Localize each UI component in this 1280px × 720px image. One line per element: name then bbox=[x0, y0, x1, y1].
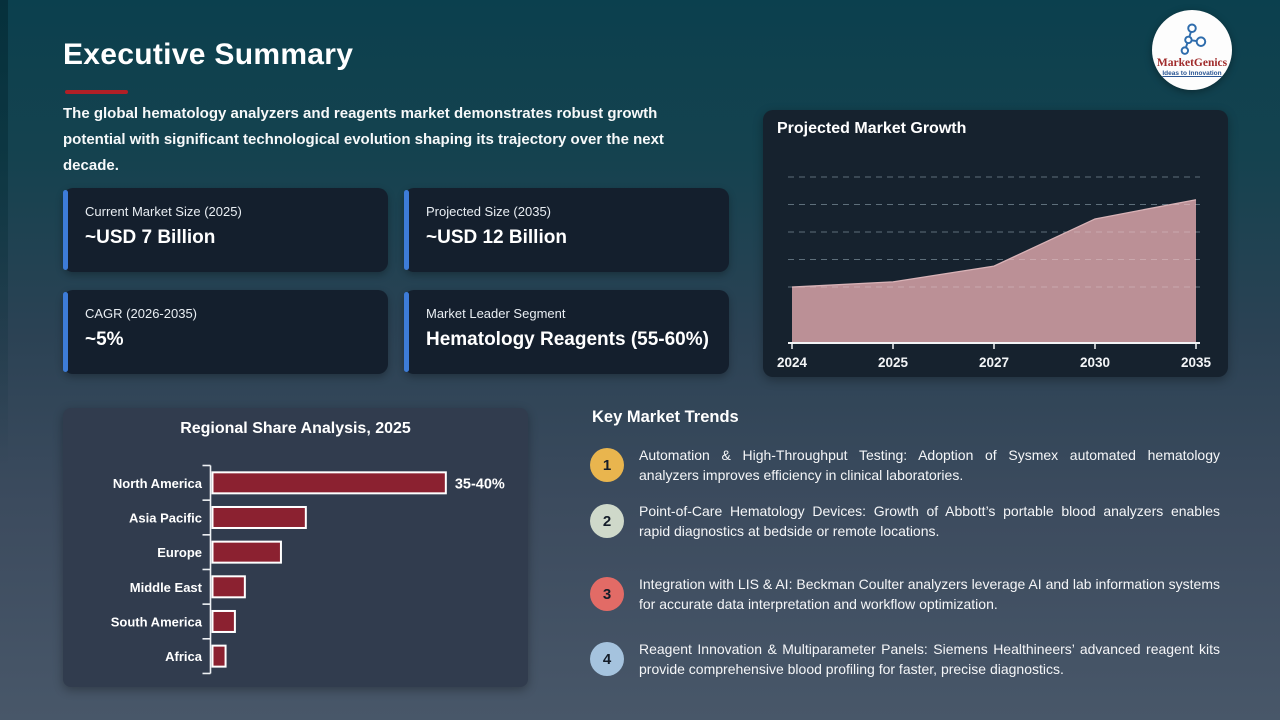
x-tick-label: 2025 bbox=[878, 355, 909, 370]
molecule-icon bbox=[1180, 23, 1207, 55]
stat-card-label: CAGR (2026-2035) bbox=[85, 306, 197, 321]
trends-section: Key Market Trends 1 Automation & High-Thr… bbox=[590, 408, 1222, 679]
logo-tagline: Ideas to Innovation bbox=[1162, 70, 1222, 77]
stats-grid: Current Market Size (2025) ~USD 7 Billion… bbox=[63, 188, 729, 374]
trend-number-badge: 4 bbox=[590, 642, 624, 676]
stat-card: Market Leader Segment Hematology Reagents… bbox=[404, 290, 729, 374]
bar-value-label: 35-40% bbox=[455, 476, 505, 492]
growth-chart-card: Projected Market Growth 2024 2025 2027 2030… bbox=[763, 110, 1228, 377]
page-title: Executive Summary bbox=[63, 38, 354, 71]
growth-chart-title: Projected Market Growth bbox=[777, 120, 967, 137]
logo: MarketGenics Ideas to Innovation bbox=[1152, 10, 1232, 90]
x-tick-label: 2027 bbox=[979, 355, 1009, 370]
stat-card-value: ~USD 12 Billion bbox=[426, 227, 567, 248]
stat-card-label: Market Leader Segment bbox=[426, 306, 566, 321]
left-edge-accent bbox=[0, 0, 8, 720]
bar-category-label: Africa bbox=[165, 649, 203, 664]
trend-item: 3 Integration with LIS & AI: Beckman Coul… bbox=[590, 575, 1222, 614]
trend-text: Automation & High-Throughput Testing: Ad… bbox=[639, 447, 1220, 483]
bar-category-label: North America bbox=[113, 476, 203, 491]
bar-category-label: South America bbox=[111, 614, 203, 629]
stat-card-label: Projected Size (2035) bbox=[426, 204, 552, 219]
stat-card: Projected Size (2035) ~USD 12 Billion bbox=[404, 188, 729, 272]
trend-item: 4 Reagent Innovation & Multiparameter Pan… bbox=[590, 640, 1222, 679]
area-top-edge bbox=[791, 199, 1197, 288]
bar bbox=[211, 540, 282, 564]
trend-text: Point-of-Care Hematology Devices: Growth… bbox=[639, 503, 1220, 539]
bar bbox=[211, 471, 447, 495]
growth-area-chart: 2024 2025 2027 2030 2035 bbox=[777, 176, 1212, 370]
trend-number-badge: 2 bbox=[590, 504, 624, 538]
bar bbox=[211, 644, 227, 668]
trend-item: 2 Point-of-Care Hematology Devices: Growt… bbox=[590, 502, 1222, 541]
bar bbox=[211, 575, 246, 599]
trends-title: Key Market Trends bbox=[592, 408, 739, 426]
x-tick-label: 2035 bbox=[1181, 355, 1212, 370]
stat-card-value: ~USD 7 Billion bbox=[85, 227, 216, 248]
trend-text: Reagent Innovation & Multiparameter Pane… bbox=[639, 641, 1220, 677]
stat-card: CAGR (2026-2035) ~5% bbox=[63, 290, 388, 374]
logo-name: MarketGenics bbox=[1156, 57, 1228, 69]
area-series bbox=[792, 199, 1196, 343]
trend-number-badge: 1 bbox=[590, 448, 624, 482]
stat-card-value: ~5% bbox=[85, 329, 124, 350]
bar-category-label: Middle East bbox=[130, 580, 203, 595]
trend-item: 1 Automation & High-Throughput Testing: A… bbox=[590, 446, 1222, 485]
bar bbox=[211, 505, 307, 529]
x-tick-label: 2024 bbox=[777, 355, 808, 370]
stat-card-label: Current Market Size (2025) bbox=[85, 204, 242, 219]
bar-category-label: Asia Pacific bbox=[129, 510, 202, 525]
regional-bar-chart: North America 35-40% Asia Pacific Europe Mid… bbox=[111, 464, 505, 675]
trend-list: 1 Automation & High-Throughput Testing: A… bbox=[590, 446, 1222, 679]
trend-number-badge: 3 bbox=[590, 577, 624, 611]
intro-text: The global hematology analyzers and reag… bbox=[63, 105, 664, 174]
stat-card: Current Market Size (2025) ~USD 7 Billion bbox=[63, 188, 388, 272]
regional-chart-card: Regional Share Analysis, 2025 North Amer… bbox=[63, 408, 528, 687]
trend-text: Integration with LIS & AI: Beckman Coult… bbox=[639, 576, 1220, 612]
bar bbox=[211, 609, 236, 633]
x-tick-label: 2030 bbox=[1080, 355, 1110, 370]
regional-chart-title: Regional Share Analysis, 2025 bbox=[180, 420, 411, 437]
stat-card-value: Hematology Reagents (55-60%) bbox=[426, 329, 709, 350]
title-underline bbox=[65, 90, 128, 94]
bar-category-label: Europe bbox=[157, 545, 202, 560]
